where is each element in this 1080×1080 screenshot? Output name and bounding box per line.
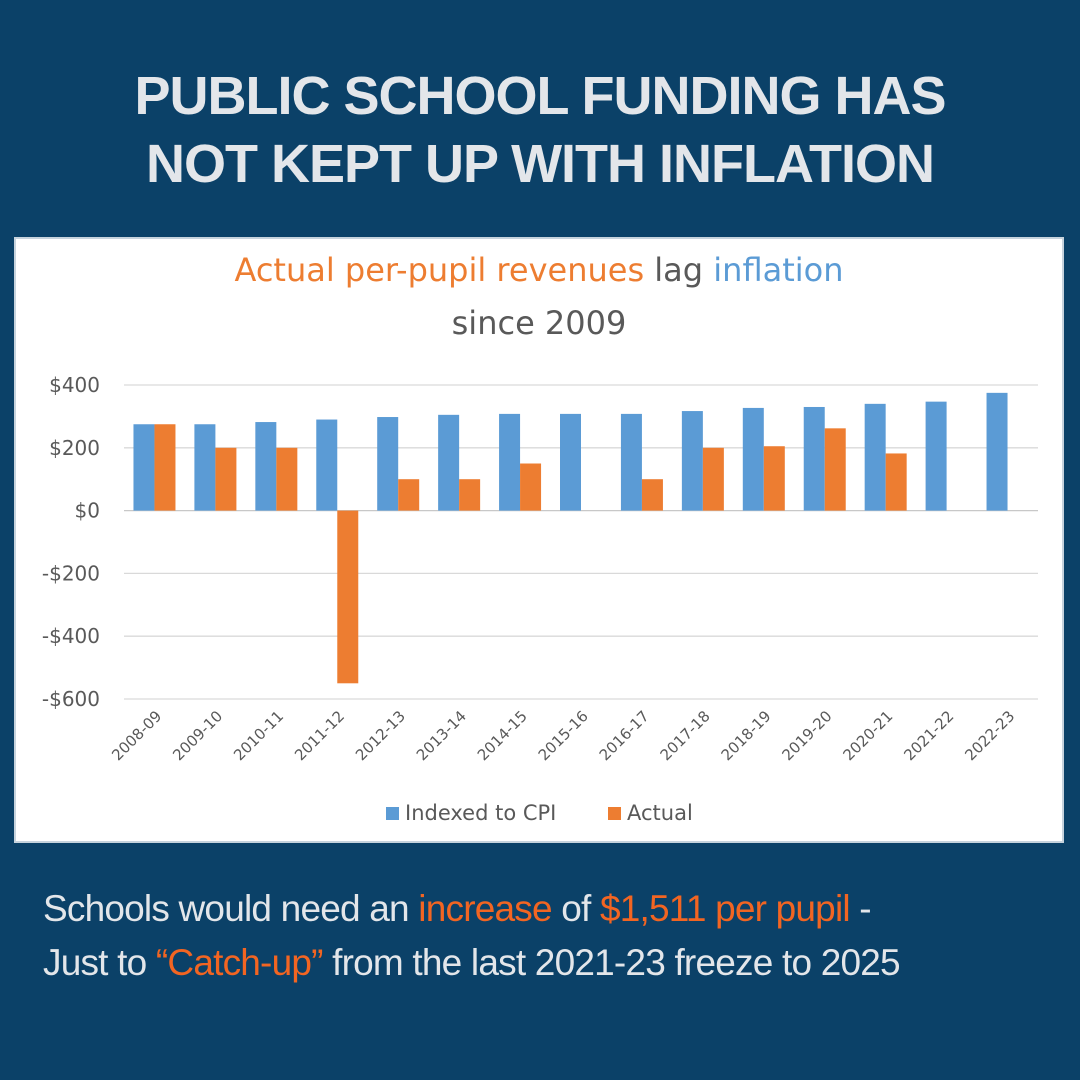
bar-actual-2014-15	[520, 463, 542, 511]
bar-chart: Actual per-pupil revenues lag inflation s…	[42, 251, 1038, 825]
chart-title-line-2: since 2009	[452, 304, 627, 342]
bar-actual-2020-21	[885, 453, 907, 511]
bar-actual-2010-11	[276, 447, 298, 511]
bar-indexed-to-cpi-2013-14	[438, 414, 460, 511]
footer-line-2-text-a: Just to	[43, 942, 156, 983]
x-tick-label: 2020-21	[839, 707, 896, 764]
x-tick-label: 2014-15	[474, 707, 531, 764]
bar-actual-2016-17	[641, 479, 663, 511]
footer-line-1: Schools would need an increase of $1,511…	[43, 882, 1053, 936]
x-tick-label: 2016-17	[596, 707, 653, 764]
y-tick-label: -$400	[42, 624, 100, 648]
footer-line-2: Just to “Catch-up” from the last 2021-23…	[43, 936, 1053, 990]
footer-highlight-amount: $1,511 per pupil	[599, 888, 851, 929]
bar-indexed-to-cpi-2008-09	[133, 424, 155, 511]
headline-line-1: PUBLIC SCHOOL FUNDING HAS	[134, 66, 946, 126]
y-tick-label: -$200	[42, 561, 100, 585]
chart-title-line-1: Actual per-pupil revenues lag inflation	[234, 251, 843, 289]
chart-bars	[133, 392, 1008, 684]
bar-indexed-to-cpi-2021-22	[925, 401, 947, 511]
bar-indexed-to-cpi-2009-10	[194, 424, 216, 511]
x-tick-label: 2018-19	[718, 707, 775, 764]
y-tick-label: $200	[49, 436, 100, 460]
chart-title-segment-1-1: Actual per-pupil revenues	[234, 251, 644, 289]
y-tick-label: $400	[49, 373, 100, 397]
bar-actual-2012-13	[398, 479, 420, 511]
footer-highlight-catch-up: “Catch-up”	[155, 942, 324, 983]
x-tick-label: 2015-16	[535, 707, 592, 764]
chart-title-segment-2-1: since 2009	[452, 304, 627, 342]
bar-indexed-to-cpi-2017-18	[681, 411, 703, 511]
footer-line-2-text-b: from the last 2021-23 freeze to 2025	[322, 942, 901, 983]
footer-line-1-text-b: of	[551, 888, 600, 929]
chart-card: Actual per-pupil revenues lag inflation s…	[14, 237, 1064, 843]
x-tick-label: 2009-10	[169, 707, 226, 764]
legend-label-indexed-to-cpi: Indexed to CPI	[405, 801, 556, 825]
bar-actual-2018-19	[763, 446, 785, 511]
bar-indexed-to-cpi-2011-12	[316, 419, 338, 511]
bar-indexed-to-cpi-2018-19	[742, 407, 764, 511]
bar-actual-2019-20	[824, 428, 846, 511]
bar-indexed-to-cpi-2010-11	[255, 422, 277, 511]
x-tick-label: 2019-20	[779, 707, 836, 764]
chart-title: Actual per-pupil revenues lag inflation s…	[234, 251, 843, 342]
y-tick-label: $0	[75, 499, 100, 523]
y-tick-label: -$600	[42, 687, 100, 711]
chart-title-segment-1-3: inflation	[713, 251, 843, 289]
legend-swatch-actual	[608, 807, 621, 820]
x-tick-label: 2008-09	[108, 707, 165, 764]
footer-line-1-text-c: -	[849, 888, 871, 929]
bar-indexed-to-cpi-2012-13	[377, 417, 399, 511]
bar-indexed-to-cpi-2016-17	[620, 413, 642, 511]
x-tick-label: 2021-22	[900, 707, 957, 764]
legend-swatch-indexed-to-cpi	[386, 807, 399, 820]
x-tick-label: 2010-11	[230, 707, 287, 764]
bar-indexed-to-cpi-2014-15	[499, 413, 521, 511]
x-tick-label: 2011-12	[291, 707, 348, 764]
bar-actual-2011-12	[337, 510, 359, 684]
bar-indexed-to-cpi-2022-23	[986, 392, 1008, 511]
bar-actual-2008-09	[154, 424, 176, 511]
footer-line-1-text-a: Schools would need an	[43, 888, 419, 929]
bar-actual-2013-14	[459, 479, 481, 511]
footer-message: Schools would need an increase of $1,511…	[43, 882, 1053, 990]
x-tick-label: 2012-13	[352, 707, 409, 764]
bar-indexed-to-cpi-2020-21	[864, 403, 886, 511]
x-tick-label: 2017-18	[657, 707, 714, 764]
bar-actual-2017-18	[702, 447, 724, 511]
bar-indexed-to-cpi-2015-16	[560, 413, 581, 511]
x-tick-label: 2013-14	[413, 707, 470, 764]
chart-title-segment-1-2: lag	[644, 251, 713, 289]
headline: PUBLIC SCHOOL FUNDING HAS NOT KEPT UP WI…	[0, 62, 1080, 198]
y-axis-tick-labels: $400 $200 $0 -$200 -$400 -$600	[42, 373, 100, 711]
bar-actual-2009-10	[215, 447, 237, 511]
x-axis-tick-labels: 2008-09 2009-10 2010-11 2011-12 2012-13 2013-…	[108, 707, 1018, 764]
footer-highlight-increase: increase	[418, 888, 552, 929]
bar-indexed-to-cpi-2019-20	[803, 406, 825, 511]
headline-line-2: NOT KEPT UP WITH INFLATION	[146, 134, 935, 194]
x-tick-label: 2022-23	[961, 707, 1018, 764]
chart-legend: Indexed to CPI Actual	[386, 801, 693, 825]
legend-label-actual: Actual	[627, 801, 693, 825]
